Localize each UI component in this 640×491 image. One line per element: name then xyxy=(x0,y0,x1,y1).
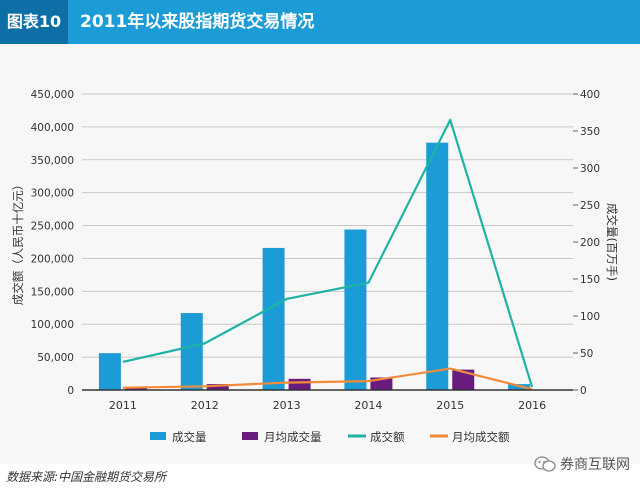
y-tick-label: 0 xyxy=(67,385,74,397)
legend-swatch xyxy=(430,434,448,438)
bars xyxy=(98,142,557,390)
legend-swatch xyxy=(242,432,258,440)
y2-tick-label: 100 xyxy=(580,311,600,323)
lines xyxy=(122,118,534,391)
y2-tick-label: 200 xyxy=(580,237,600,249)
y2-tick-label: 150 xyxy=(580,274,600,286)
legend-swatch xyxy=(150,432,166,440)
watermark: 券商互联网 xyxy=(534,452,630,476)
y2-tick-label: 350 xyxy=(580,126,600,138)
legend-label: 月均成交额 xyxy=(452,430,510,444)
wechat-icon xyxy=(534,456,556,472)
y2-tick-label: 50 xyxy=(580,348,593,360)
legend-label: 成交量 xyxy=(172,430,207,444)
x-tick-label: 2011 xyxy=(109,399,137,412)
y-tick-label: 150,000 xyxy=(31,286,74,298)
figure-tag: 图表10 xyxy=(0,0,68,44)
legend-label: 成交额 xyxy=(370,430,405,444)
legend-label: 月均成交量 xyxy=(264,430,322,444)
bar-volume xyxy=(262,247,285,390)
line-monthly-turnover xyxy=(122,367,533,391)
header-bar: 图表10 2011年以来股指期货交易情况 xyxy=(0,0,640,44)
bar-volume xyxy=(426,142,449,390)
y-tick-label: 300,000 xyxy=(31,188,74,200)
bar-volume xyxy=(180,313,203,390)
gridlines xyxy=(82,93,573,358)
y-tick-label: 50,000 xyxy=(37,352,74,364)
bar-monthly-volume xyxy=(206,384,229,390)
y-axis-label: 成交额（人民币十亿元） xyxy=(11,179,25,306)
bar-volume xyxy=(98,353,121,390)
line-turnover xyxy=(122,118,534,388)
x-tick-label: 2016 xyxy=(518,399,546,412)
y2-axis-label: 成交量(百万手) xyxy=(605,203,619,281)
bar-monthly-volume xyxy=(124,387,147,390)
legend: 成交量 月均成交量 成交额 月均成交额 xyxy=(150,430,510,444)
y2-tick-label: 400 xyxy=(580,89,600,101)
y2-tick-label: 300 xyxy=(580,163,600,175)
y-tick-label: 200,000 xyxy=(31,253,74,265)
x-tick-label: 2015 xyxy=(436,399,464,412)
legend-swatch xyxy=(348,434,366,438)
bar-monthly-volume xyxy=(288,378,311,390)
axes: 0 50,000 100,000 150,000 200,000 250,000 300,0… xyxy=(11,89,619,412)
y2-tick-label: 0 xyxy=(580,385,587,397)
watermark-text: 券商互联网 xyxy=(560,457,630,473)
source-note: 数据来源:中国金融期货交易所 xyxy=(6,470,167,484)
chart-panel xyxy=(0,44,640,464)
x-tick-label: 2013 xyxy=(273,399,301,412)
bar-monthly-volume xyxy=(452,369,475,390)
bar-volume xyxy=(344,229,367,390)
y-tick-label: 350,000 xyxy=(31,155,74,167)
y-tick-label: 400,000 xyxy=(31,122,74,134)
chart: 0 50,000 100,000 150,000 200,000 250,000 300,0… xyxy=(11,89,619,444)
y-tick-label: 450,000 xyxy=(31,89,74,101)
x-tick-label: 2012 xyxy=(191,399,219,412)
x-tick-label: 2014 xyxy=(354,399,382,412)
y-tick-label: 100,000 xyxy=(31,319,74,331)
chart-title: 2011年以来股指期货交易情况 xyxy=(80,12,315,32)
y2-tick-label: 250 xyxy=(580,200,600,212)
y-tick-label: 250,000 xyxy=(31,221,74,233)
